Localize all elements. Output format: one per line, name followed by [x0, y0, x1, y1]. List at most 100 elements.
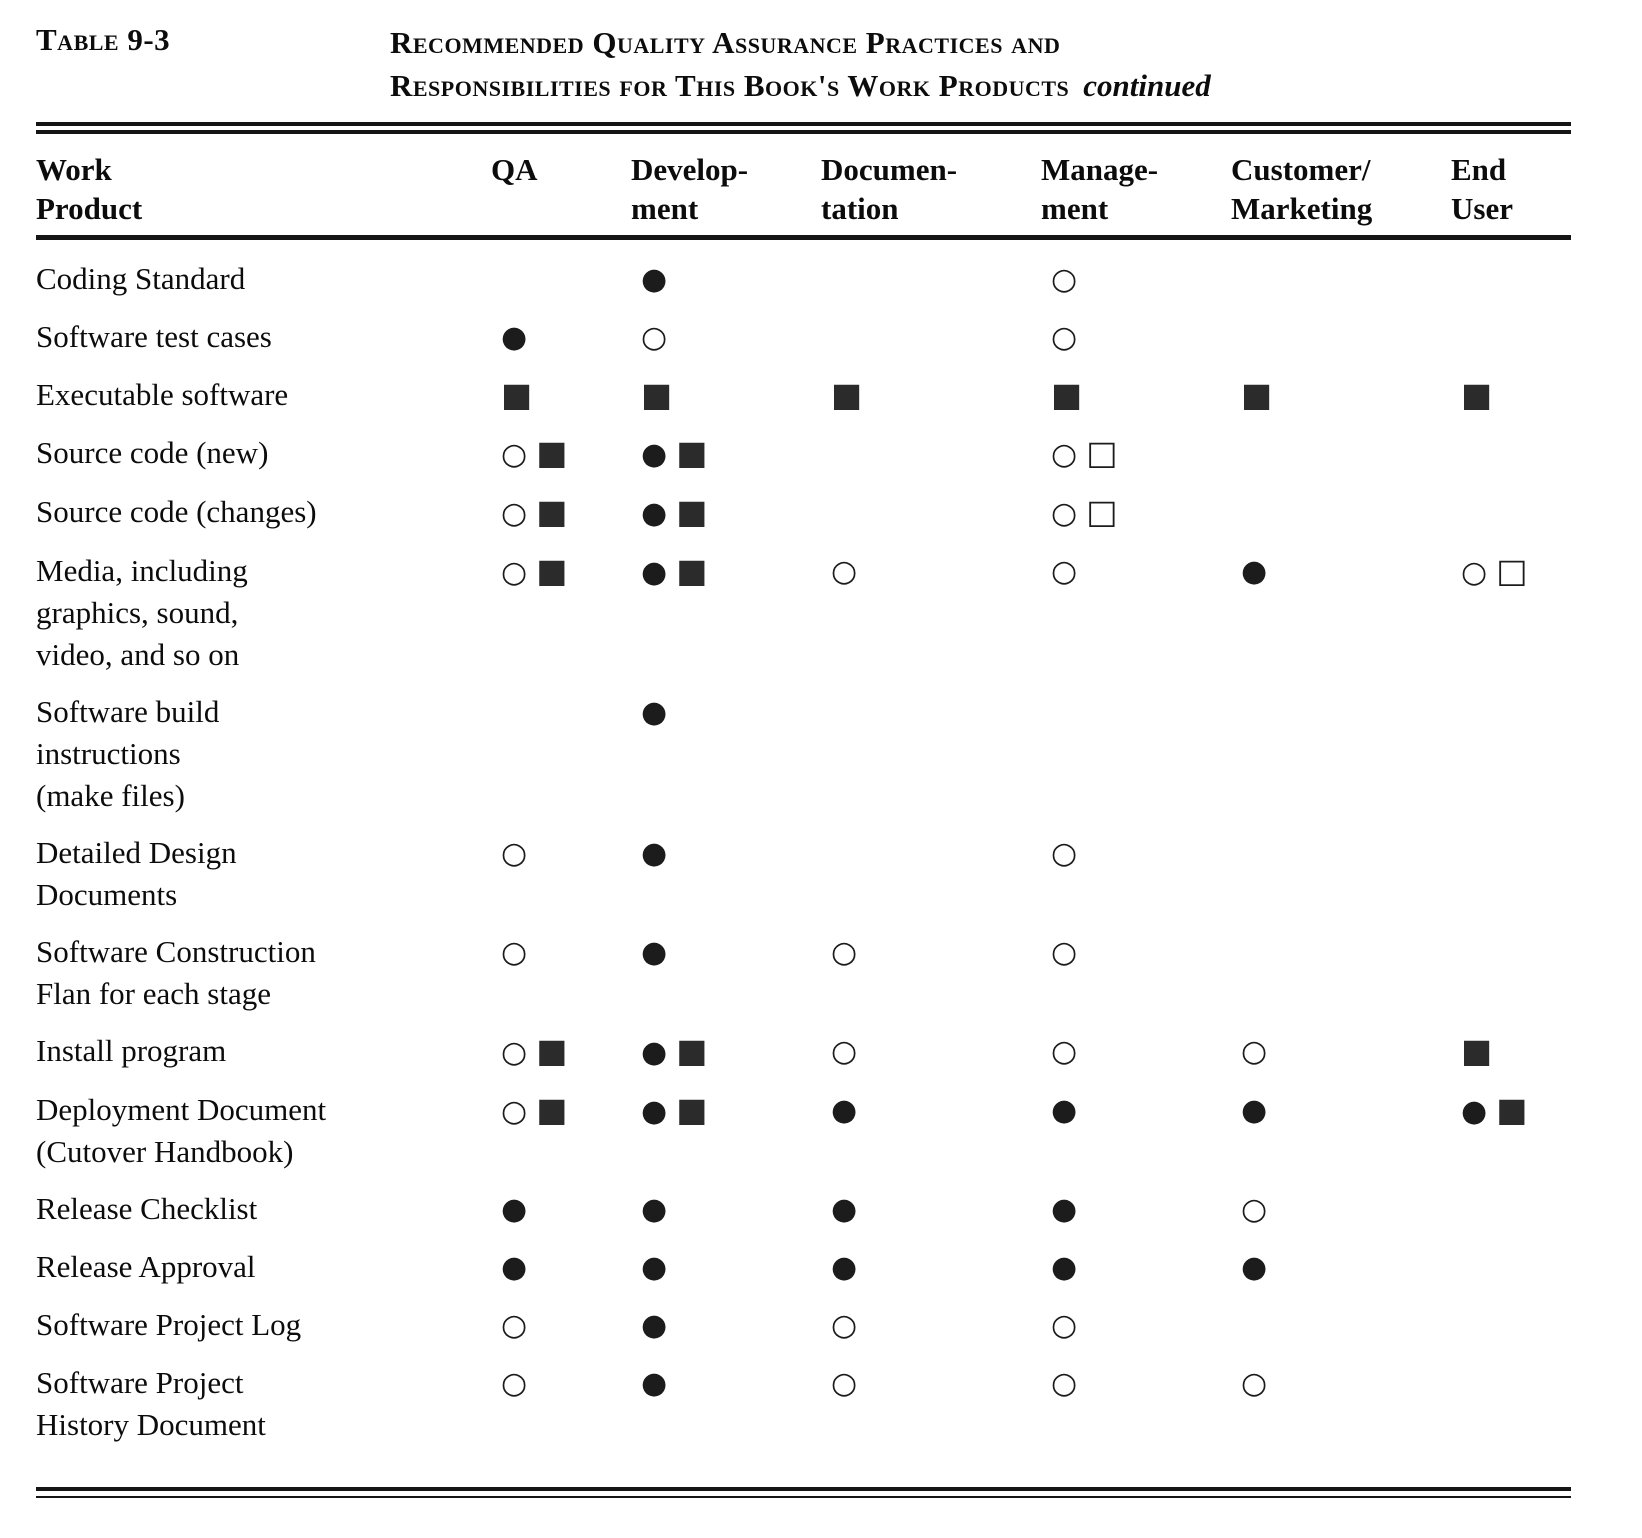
filled-circle-icon: ●: [1241, 553, 1268, 589]
filled-circle-icon: ●: [1051, 1249, 1078, 1285]
work-product-label: Release Approval: [36, 1246, 491, 1289]
column-header-qa: QA: [491, 150, 631, 229]
cell-management: ○: [1041, 832, 1231, 916]
filled-square-icon: ■: [501, 374, 533, 414]
open-circle-icon: ○: [641, 319, 668, 355]
open-circle-icon: ○: [1241, 1365, 1268, 1401]
column-header-line: tation: [821, 191, 899, 227]
cell-management: ●: [1041, 1089, 1231, 1173]
work-product-label-line: Source code (changes): [36, 493, 317, 529]
filled-circle-icon: ●: [501, 1191, 528, 1227]
work-product-label: Executable software: [36, 374, 491, 417]
cell-management: ○: [1041, 316, 1231, 359]
cell-qa: ○: [491, 931, 631, 1015]
cell-qa: [491, 258, 631, 301]
open-circle-icon: ○: [501, 1093, 528, 1129]
table-body: Coding Standard ● ○ Software test cases ● ○ ○ E…: [36, 240, 1606, 1461]
open-circle-icon: ○: [1051, 319, 1078, 355]
cell-customer-marketing: ○: [1231, 1362, 1451, 1446]
open-circle-icon: ○: [1051, 1365, 1078, 1401]
column-header-line: QA: [491, 151, 538, 187]
filled-square-icon: ■: [641, 374, 673, 414]
open-circle-icon: ○: [831, 1365, 858, 1401]
cell-management: [1041, 691, 1231, 817]
column-header-work-product: Work Product: [36, 150, 491, 229]
cell-qa: ○ ■: [491, 1030, 631, 1074]
open-square-icon: □: [1496, 550, 1528, 590]
column-header-management: Manage-ment: [1041, 150, 1231, 229]
cell-end-user: ● ■: [1451, 1089, 1571, 1173]
table-row: Media, including graphics, sound, video, a…: [36, 550, 1571, 691]
column-header-line: Documen-: [821, 151, 958, 187]
cell-management: ●: [1041, 1246, 1231, 1289]
table-row: Source code (new) ○ ■ ● ■ ○ □: [36, 432, 1571, 491]
filled-circle-icon: ●: [831, 1092, 858, 1128]
table-row: Release Approval ● ● ● ● ●: [36, 1246, 1571, 1304]
cell-management: ■: [1041, 374, 1231, 417]
work-product-label-line: Release Checklist: [36, 1190, 258, 1226]
work-product-label: Install program: [36, 1030, 491, 1074]
table-row: Software Project Log ○ ● ○ ○: [36, 1304, 1571, 1362]
work-product-label: Detailed Design Documents: [36, 832, 491, 916]
filled-square-icon: ■: [536, 1089, 568, 1129]
cell-end-user: [1451, 1188, 1571, 1231]
open-square-icon: □: [1086, 432, 1118, 472]
open-circle-icon: ○: [1051, 436, 1078, 472]
work-product-label-line: Software test cases: [36, 318, 272, 354]
filled-circle-icon: ●: [641, 1249, 668, 1285]
filled-circle-icon: ●: [641, 495, 668, 531]
cell-documentation: [821, 432, 1041, 476]
table-header-row: Work Product QA Develop-ment Documen-tation M…: [36, 136, 1571, 229]
cell-customer-marketing: ●: [1231, 550, 1451, 676]
cell-end-user: [1451, 1362, 1571, 1446]
cell-management: ○ □: [1041, 491, 1231, 535]
column-header-end-user: End User: [1451, 150, 1571, 229]
column-header-line: Develop-: [631, 151, 749, 187]
cell-documentation: [821, 491, 1041, 535]
filled-circle-icon: ●: [501, 319, 528, 355]
cell-customer-marketing: [1231, 1304, 1451, 1347]
cell-qa: ●: [491, 316, 631, 359]
work-product-label: Software build instructions (make files): [36, 691, 491, 817]
filled-square-icon: ■: [1461, 374, 1493, 414]
work-product-label-line: Coding Standard: [36, 260, 246, 296]
open-circle-icon: ○: [1241, 1191, 1268, 1227]
cell-end-user: [1451, 432, 1571, 476]
open-circle-icon: ○: [831, 934, 858, 970]
cell-documentation: ○: [821, 1362, 1041, 1446]
cell-development: ●: [631, 258, 821, 301]
filled-square-icon: ■: [676, 550, 708, 590]
open-circle-icon: ○: [1241, 1033, 1268, 1069]
column-header-line: User: [1451, 191, 1513, 227]
work-product-label-line: History Document: [36, 1406, 266, 1442]
cell-development: ● ■: [631, 432, 821, 476]
cell-management: ○: [1041, 931, 1231, 1015]
cell-end-user: [1451, 316, 1571, 359]
work-product-label: Software Construction Flan for each stage: [36, 931, 491, 1015]
filled-circle-icon: ●: [641, 554, 668, 590]
work-product-label: Source code (new): [36, 432, 491, 476]
cell-management: ○: [1041, 258, 1231, 301]
filled-circle-icon: ●: [501, 1249, 528, 1285]
cell-end-user: ■: [1451, 1030, 1571, 1074]
cell-customer-marketing: ○: [1231, 1188, 1451, 1231]
work-product-label: Software Project History Document: [36, 1362, 491, 1446]
work-product-label: Media, including graphics, sound, video, a…: [36, 550, 491, 676]
open-circle-icon: ○: [501, 436, 528, 472]
column-header-line: ment: [631, 191, 699, 227]
cell-development: ● ■: [631, 1089, 821, 1173]
filled-circle-icon: ●: [1461, 1093, 1488, 1129]
filled-square-icon: ■: [831, 374, 863, 414]
cell-end-user: ■: [1451, 374, 1571, 417]
cell-documentation: ■: [821, 374, 1041, 417]
column-header-line: Work: [36, 151, 112, 187]
work-product-label-line: (make files): [36, 777, 185, 813]
cell-documentation: ○: [821, 1030, 1041, 1074]
open-circle-icon: ○: [1051, 1033, 1078, 1069]
cell-development: ●: [631, 1188, 821, 1231]
work-product-label-line: Software Construction: [36, 933, 316, 969]
table-caption: Table 9-3 Recommended Quality Assurance …: [36, 22, 1606, 108]
table-row: Deployment Document (Cutover Handbook) ○ ■ ●…: [36, 1089, 1571, 1188]
cell-development: ●: [631, 691, 821, 817]
open-circle-icon: ○: [1051, 934, 1078, 970]
